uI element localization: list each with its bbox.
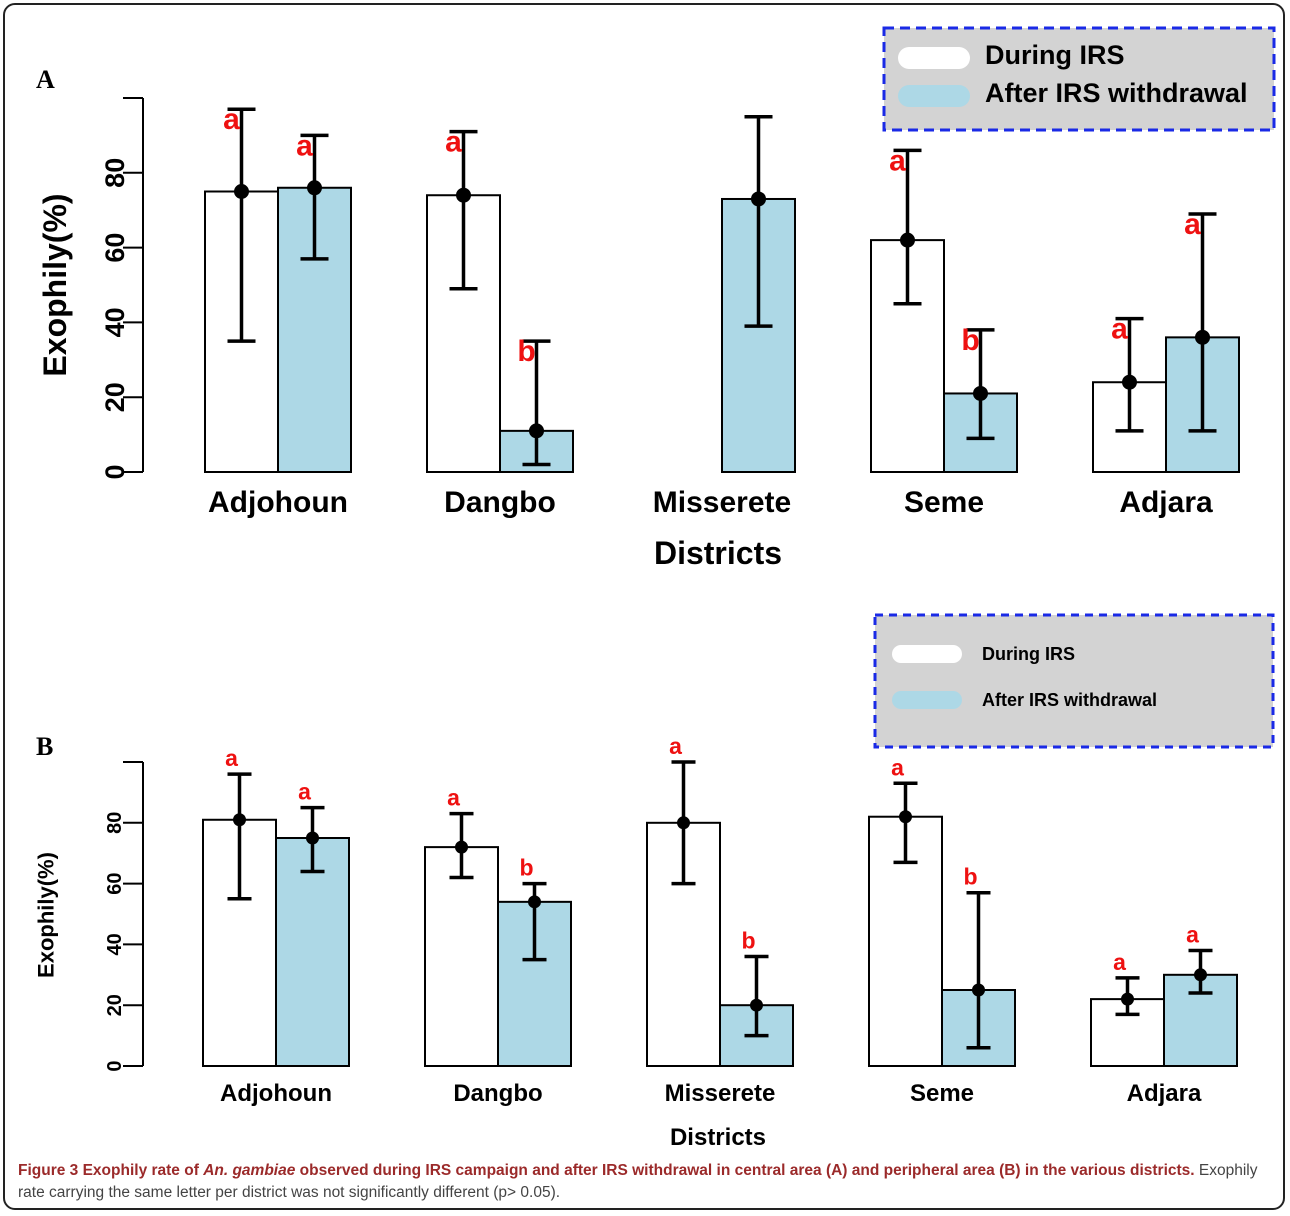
panel-a-y-axis-title: Exophily(%)	[37, 193, 73, 376]
panel-a-category-adjohoun: Adjohoun	[208, 486, 348, 519]
panel-a-point-after-seme	[973, 385, 988, 401]
panel-b-letter-after-dangbo: b	[519, 855, 533, 881]
panel-b-point-after-misserete	[750, 998, 763, 1012]
panel-b-letter-during-misserete: a	[669, 733, 682, 759]
panel-b-point-during-seme	[899, 810, 912, 824]
panel-a-letter-during-dangbo: a	[445, 126, 462, 159]
panel-b-letter-during-dangbo: a	[447, 785, 460, 811]
panel-a-point-after-adjara	[1195, 329, 1210, 345]
panel-a-point-after-dangbo	[529, 423, 544, 439]
panel-b-point-after-dangbo	[528, 895, 541, 909]
panel-b-category-misserete: Misserete	[665, 1080, 776, 1107]
panel-a-ytick-label: 40	[100, 307, 130, 337]
panel-a-ytick-label: 80	[100, 158, 130, 188]
panel-a-letter-after-adjohoun: a	[296, 129, 313, 162]
panel-b-legend-swatch-after	[892, 691, 962, 709]
panel-a-letter-after-dangbo: b	[517, 335, 535, 368]
panel-a-letter-during-adjara: a	[1111, 313, 1128, 346]
panel-b-letter-after-adjara: a	[1186, 921, 1199, 947]
panel-b-point-during-misserete	[677, 816, 690, 830]
panel-a-legend-label-after: After IRS withdrawal	[985, 78, 1248, 108]
panel-a-point-during-adjohoun	[234, 184, 249, 199]
panel-b-x-axis-title: Districts	[670, 1124, 766, 1151]
panel-b-legend-label-after: After IRS withdrawal	[982, 690, 1157, 710]
panel-a-category-dangbo: Dangbo	[444, 486, 556, 519]
panel-b-category-adjara: Adjara	[1127, 1080, 1202, 1107]
panel-a-legend-swatch-during	[898, 47, 970, 69]
panel-b-bar-after-adjohoun	[275, 837, 350, 1067]
panel-a-point-during-seme	[900, 232, 915, 248]
panel-b-y-axis-title: Exophily(%)	[34, 852, 59, 978]
panel-b-legend-swatch-during	[892, 645, 962, 663]
panel-b-ytick-label: 40	[104, 933, 126, 955]
panel-a-x-axis-title: Districts	[654, 535, 782, 571]
panel-a-category-seme: Seme	[904, 486, 984, 519]
panel-b-point-after-seme	[972, 983, 985, 997]
panel-b-label: B	[36, 732, 53, 761]
panel-a-label: A	[36, 65, 55, 94]
panel-b-letter-during-seme: a	[891, 754, 904, 780]
panel-b-ytick-label: 60	[104, 872, 126, 894]
panel-a-legend-swatch-after	[898, 85, 970, 107]
caption-title: Figure 3 Exophily rate of An. gambiae ob…	[18, 1162, 1195, 1179]
panel-b-point-after-adjara	[1194, 968, 1207, 982]
panel-a-ytick-label: 60	[100, 233, 130, 263]
panel-b-point-after-adjohoun	[306, 831, 319, 845]
panel-b-category-dangbo: Dangbo	[453, 1080, 542, 1107]
panel-a-ytick-label: 20	[100, 382, 130, 412]
panel-b-ytick-label: 20	[104, 994, 126, 1016]
panel-a-legend-label-during: During IRS	[985, 40, 1125, 70]
panel-a-legend-box	[882, 26, 1276, 132]
panel-a-category-misserete: Misserete	[653, 486, 791, 519]
panel-b-letter-during-adjara: a	[1113, 949, 1126, 975]
panel-b-ytick-label: 0	[104, 1060, 126, 1071]
panel-a-ytick-label: 0	[100, 464, 130, 479]
panel-a-point-after-adjohoun	[307, 180, 322, 196]
panel-a-letter-during-seme: a	[889, 144, 906, 177]
caption-species: An. gambiae	[203, 1162, 296, 1179]
panel-a-point-during-dangbo	[456, 187, 471, 203]
panel-b-legend-box	[873, 613, 1275, 749]
caption-body: Exophily rate carrying the same letter p…	[18, 1162, 1258, 1201]
figure-caption: Figure 3 Exophily rate of An. gambiae ob…	[18, 1160, 1268, 1204]
panel-b-letter-after-adjohoun: a	[298, 779, 311, 805]
panel-b-ytick-label: 80	[104, 812, 126, 834]
panel-b-letter-after-misserete: b	[741, 928, 755, 954]
panel-b-letter-during-adjohoun: a	[225, 745, 238, 771]
exophily-figure: A 0 20 40 60 80 Exophily(%) Districts a a Adjohoun…	[34, 26, 1276, 1151]
panel-a-category-adjara: Adjara	[1119, 486, 1213, 519]
panel-a-point-during-adjara	[1122, 374, 1137, 390]
panel-b-point-during-adjohoun	[233, 813, 246, 827]
panel-a-letter-after-seme: b	[961, 324, 979, 357]
panel-b-category-seme: Seme	[910, 1080, 974, 1107]
panel-a-letter-after-adjara: a	[1184, 208, 1201, 241]
panel-b-point-during-dangbo	[455, 840, 468, 854]
panel-b-category-adjohoun: Adjohoun	[220, 1080, 332, 1107]
panel-b-legend-label-during: During IRS	[982, 644, 1075, 664]
panel-a-letter-during-adjohoun: a	[223, 103, 240, 136]
panel-b-bar-during-dangbo	[424, 846, 499, 1067]
panel-a-point-after-misserete	[751, 191, 766, 207]
panel-b-letter-after-seme: b	[963, 864, 977, 890]
panel-b-point-during-adjara	[1121, 992, 1134, 1006]
panel-a-bar-after-adjohoun	[277, 186, 352, 473]
